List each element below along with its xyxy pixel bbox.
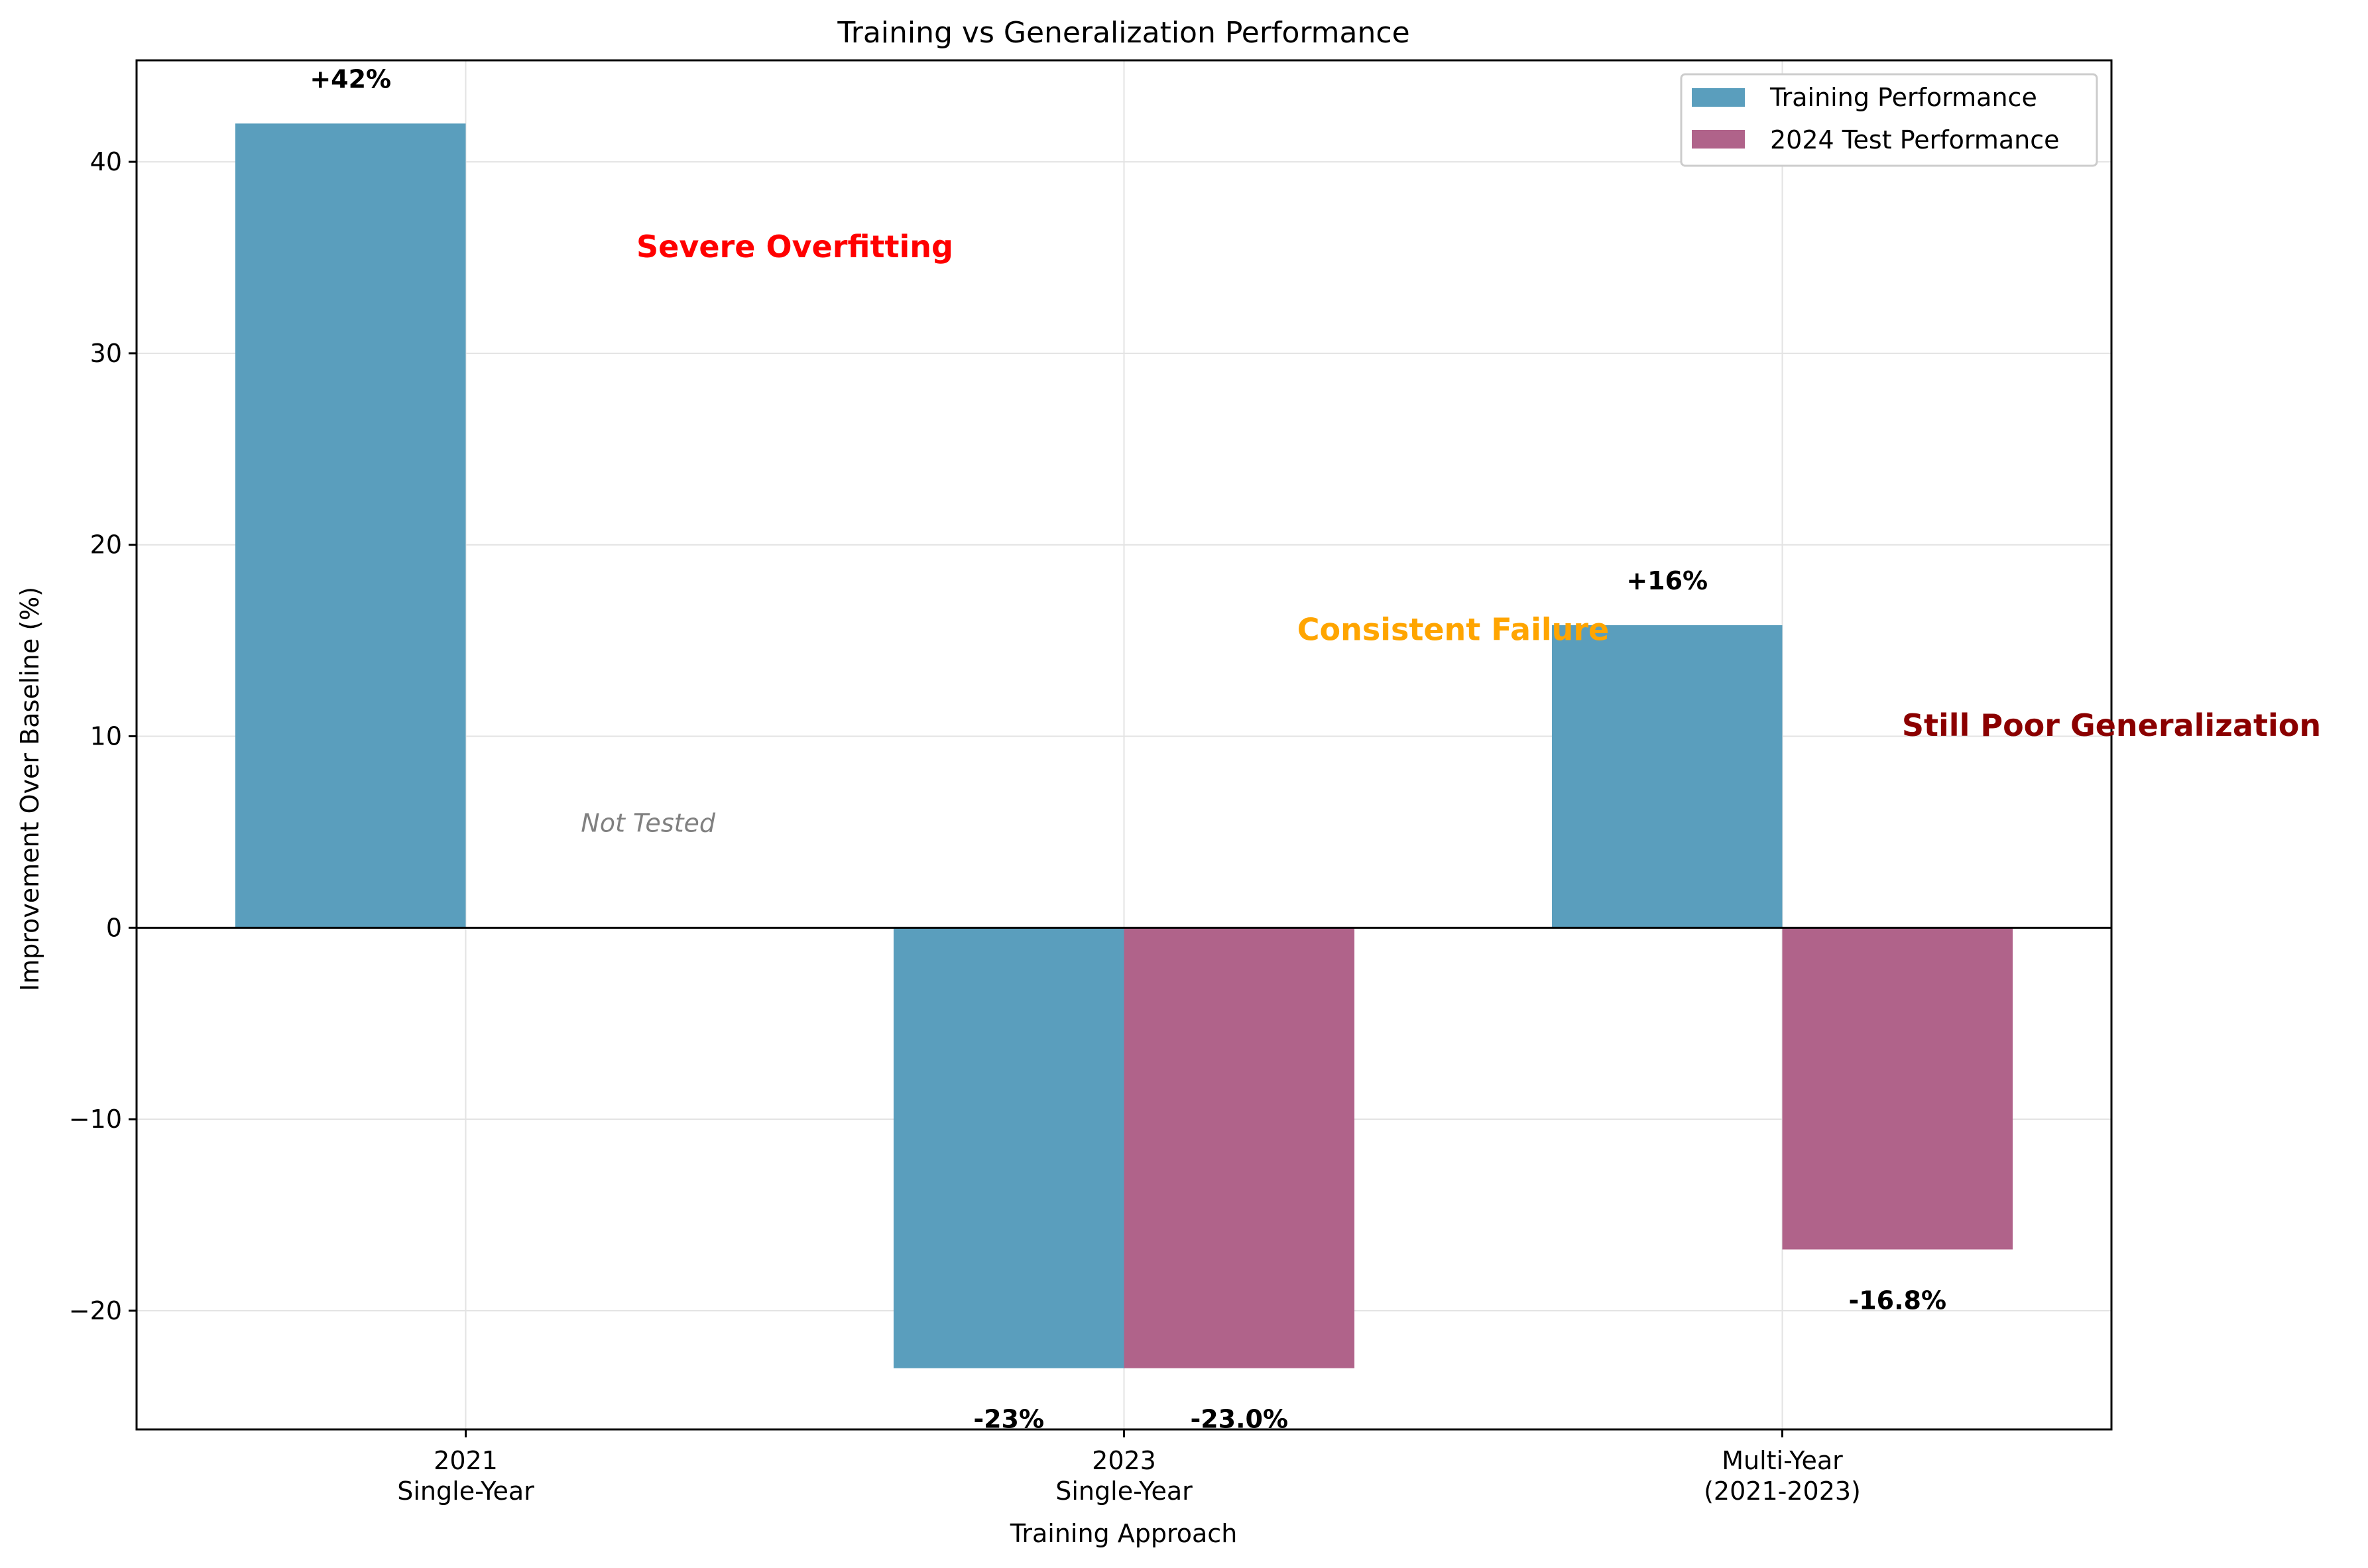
legend-frame	[1680, 73, 2098, 167]
axis-ticks: −20−100102030402021Single-Year2023Single…	[69, 147, 1861, 1506]
y-tick-label: 0	[106, 913, 122, 942]
y-tick-label: 20	[90, 530, 122, 560]
y-tick-label: −20	[69, 1296, 122, 1325]
x-tick-label: (2021-2023)	[1704, 1477, 1861, 1506]
legend-swatch-training	[1692, 88, 1745, 107]
y-tick-label: 30	[90, 339, 122, 368]
annotation: Severe Overfitting	[636, 229, 953, 265]
y-tick-label: 10	[90, 722, 122, 751]
x-axis-label: Training Approach	[1010, 1519, 1238, 1548]
bar	[1124, 928, 1355, 1368]
x-tick-label: Multi-Year	[1722, 1446, 1843, 1475]
annotation: Not Tested	[581, 808, 716, 837]
legend-label-training: Training Performance	[1769, 83, 2037, 112]
data-label: -23%	[973, 1405, 1044, 1434]
data-label: +42%	[310, 64, 391, 93]
data-label: +16%	[1626, 566, 1708, 595]
bars	[235, 123, 2013, 1368]
legend-label-test: 2024 Test Performance	[1770, 125, 2060, 154]
bar	[893, 928, 1124, 1368]
data-label: -23.0%	[1190, 1405, 1288, 1434]
x-tick-label: 2023	[1092, 1446, 1156, 1475]
bar	[1782, 928, 2013, 1250]
x-tick-label: 2021	[434, 1446, 498, 1475]
y-tick-label: 40	[90, 147, 122, 176]
legend-swatch-test	[1692, 130, 1745, 149]
chart-title: Training vs Generalization Performance	[837, 16, 1409, 50]
annotation: Consistent Failure	[1297, 612, 1610, 648]
annotation: Still Poor Generalization	[1902, 707, 2321, 743]
data-label: -16.8%	[1848, 1286, 1946, 1315]
x-tick-label: Single-Year	[1055, 1477, 1193, 1506]
data-labels: +42% -23% +16% -23.0% -16.8%	[310, 64, 1946, 1433]
bar	[235, 123, 466, 928]
annotations: Severe Overfitting Consistent Failure Stil…	[581, 229, 2321, 837]
bar	[1551, 625, 1783, 928]
y-tick-label: −10	[69, 1105, 122, 1134]
legend: Training Performance 2024 Test Performan…	[1680, 73, 2098, 167]
x-tick-label: Single-Year	[397, 1477, 534, 1506]
y-axis-label: Improvement Over Baseline (%)	[15, 587, 44, 991]
